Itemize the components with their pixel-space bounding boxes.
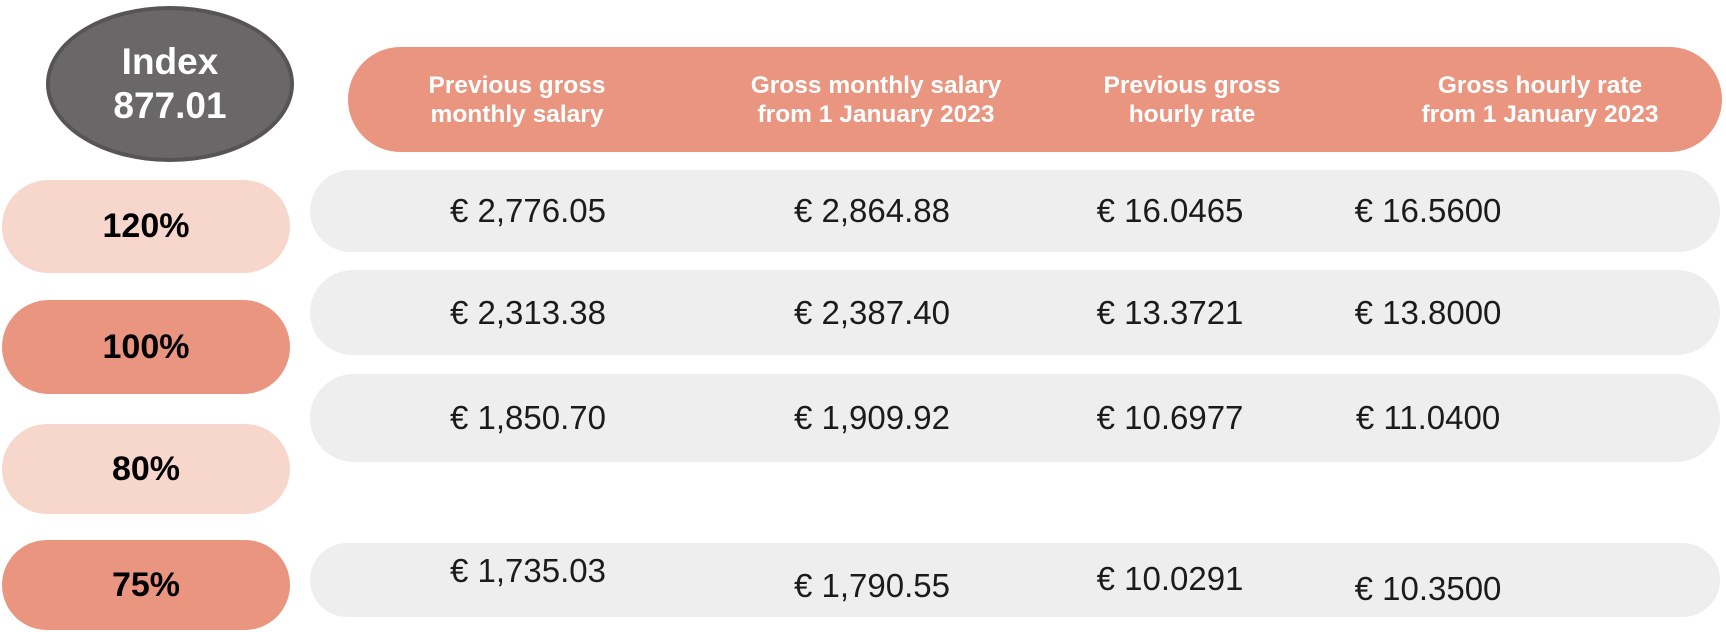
table-row-120: € 2,776.05 € 2,864.88 € 16.0465 € 16.560… (310, 170, 1720, 252)
table-cell: € 1,790.55 (794, 567, 950, 604)
table-row-80: € 1,850.70 € 1,909.92 € 10.6977 € 11.040… (310, 374, 1720, 462)
row-label-pill-80: 80% (2, 424, 290, 514)
column-header-previous-gross-monthly-salary: Previous gross monthly salary (428, 71, 606, 128)
table-header-row: Previous gross monthly salary Gross mont… (348, 47, 1722, 152)
table-cell: € 2,776.05 (450, 192, 606, 229)
table-cell: € 10.6977 (1096, 399, 1244, 436)
table-row-100: € 2,313.38 € 2,387.40 € 13.3721 € 13.800… (310, 270, 1720, 355)
table-row-75: € 1,735.03 € 1,790.55 € 10.0291 € 10.350… (310, 543, 1720, 617)
column-header-gross-monthly-salary-2023: Gross monthly salary from 1 January 2023 (750, 71, 1002, 128)
column-header-previous-gross-hourly-rate: Previous gross hourly rate (1103, 71, 1281, 128)
table-cell: € 2,387.40 (794, 293, 950, 331)
row-label-pill-75: 75% (2, 540, 290, 630)
table-cell: € 10.3500 (1354, 570, 1502, 607)
table-cell: € 2,864.88 (794, 192, 950, 229)
table-cell: € 16.0465 (1096, 192, 1244, 229)
table-cell: € 13.8000 (1354, 293, 1502, 331)
row-label-pill-100: 100% (2, 300, 290, 394)
table-cell: € 16.5600 (1354, 192, 1502, 229)
table-cell: € 1,735.03 (450, 552, 606, 589)
table-cell: € 11.0400 (1355, 399, 1501, 436)
column-header-gross-hourly-rate-2023: Gross hourly rate from 1 January 2023 (1421, 71, 1659, 128)
table-cell: € 10.0291 (1096, 560, 1244, 597)
table-cell: € 1,850.70 (450, 399, 606, 436)
index-badge: Index 877.01 (46, 6, 294, 162)
table-cell: € 13.3721 (1096, 293, 1244, 331)
table-cell: € 2,313.38 (450, 293, 606, 331)
table-cell: € 1,909.92 (794, 399, 950, 436)
row-label-pill-120: 120% (2, 180, 290, 273)
